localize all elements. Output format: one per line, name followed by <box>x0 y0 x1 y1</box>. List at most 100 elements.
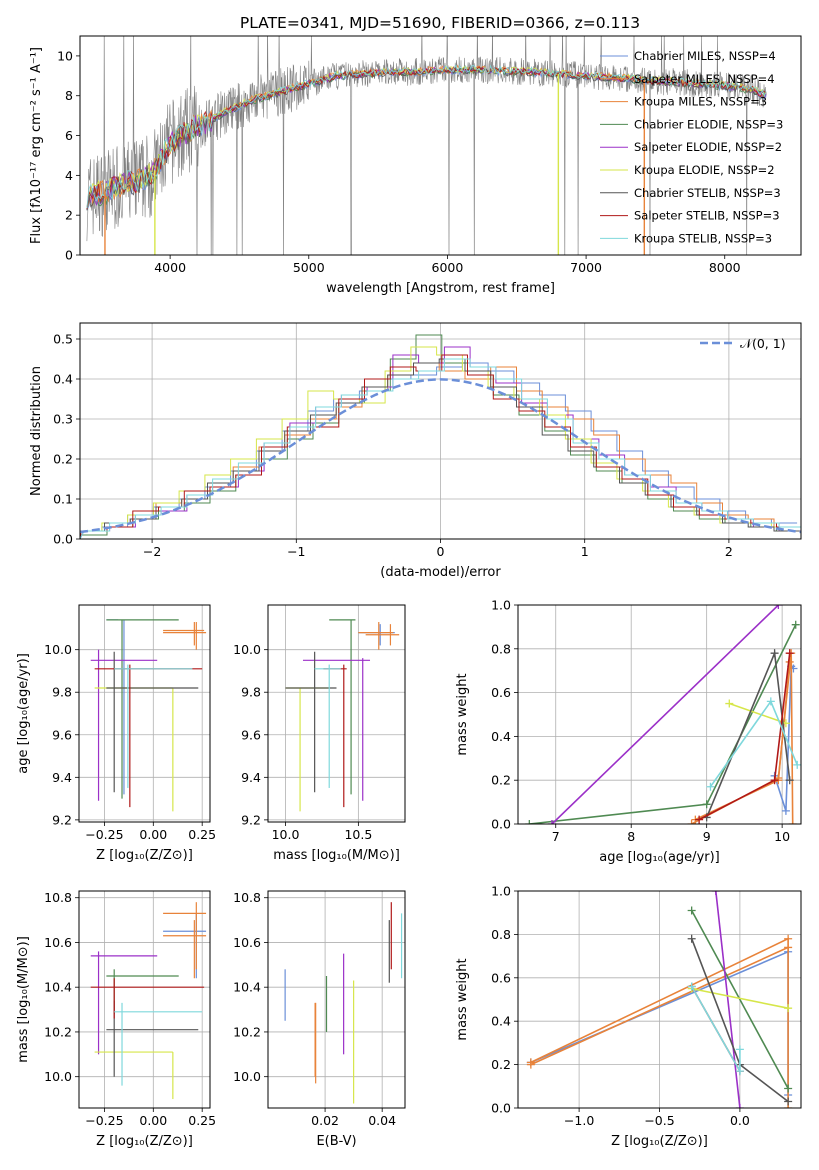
x-tick-label: 8 <box>627 829 635 844</box>
x-axis-label: (data-model)/error <box>380 565 501 580</box>
y-axis-label: mass [log₁₀(M/M⊙)] <box>16 936 31 1063</box>
x-tick-label: 8000 <box>709 260 741 275</box>
x-tick-label: 0.0 <box>730 1113 750 1128</box>
spectrum-panel: 4000 5000 6000 7000 8000 0 2 4 6 8 10 wavelength [A… <box>29 35 802 296</box>
mass-weight-marker <box>702 800 711 809</box>
age-vs-metallicity-panel: −0.25 0.00 0.25 9.2 9.4 9.6 9.8 10.0 Z [log₁₀(Z/… <box>16 604 216 863</box>
mass-weight-marker <box>770 776 779 785</box>
y-tick-label: 0.0 <box>491 1101 511 1116</box>
y-tick-label: 10.0 <box>44 642 72 657</box>
y-tick-label: 0.4 <box>53 372 73 387</box>
mass-weight-marker <box>547 820 556 824</box>
axes-frame <box>267 890 406 1109</box>
mass-weight-line <box>551 605 779 824</box>
y-tick-label: 1.0 <box>491 598 511 613</box>
axes-frame <box>79 322 802 540</box>
plot-area <box>80 334 801 539</box>
legend-label: Kroupa STELIB, NSSP=3 <box>634 231 772 245</box>
x-tick-label: 5000 <box>293 260 325 275</box>
mass-weight-line <box>773 664 795 812</box>
plot-area <box>525 605 801 824</box>
axes-frame <box>79 35 802 256</box>
mass-weight-marker <box>687 820 696 824</box>
mass-weight-marker <box>791 620 800 629</box>
x-axis-label: Z [log₁₀(Z/Z⊙)] <box>96 848 193 863</box>
y-tick-label: 10.8 <box>44 890 72 905</box>
y-tick-label: 9.4 <box>52 770 72 785</box>
mass-weight-marker <box>785 776 794 785</box>
y-tick-label: 1.0 <box>491 884 511 899</box>
y-tick-label: 0 <box>65 248 73 263</box>
plot-area <box>285 619 400 812</box>
gaussian-curve <box>80 378 801 534</box>
y-axis-label: Flux [fλ10⁻¹⁷ erg cm⁻² s⁻¹ A⁻¹] <box>29 47 44 244</box>
legend-label: Kroupa ELODIE, NSSP=2 <box>634 163 775 177</box>
mass-weight-marker <box>735 1067 744 1076</box>
massweight-vs-metallicity-panel: −1.0 −0.5 0.0 0.0 0.2 0.4 0.6 0.8 1.0 Z [log₁₀(Z/… <box>455 884 802 1149</box>
y-tick-label: 9.4 <box>241 770 261 785</box>
mass-weight-marker <box>785 649 794 658</box>
x-tick-label: 0.02 <box>311 1113 339 1128</box>
mass-weight-line <box>715 891 741 1108</box>
x-tick-label: 1 <box>581 544 589 559</box>
mass-weight-marker <box>784 943 793 952</box>
y-tick-label: 10.6 <box>233 935 261 950</box>
mass-weight-marker <box>770 649 779 658</box>
y-tick-label: 0.2 <box>491 773 511 788</box>
y-tick-label: 9.8 <box>52 685 72 700</box>
x-tick-label: 0.00 <box>139 1113 167 1128</box>
mass-weight-marker <box>784 1004 793 1013</box>
y-tick-label: 0.0 <box>53 532 73 547</box>
x-tick-label: 4000 <box>154 260 186 275</box>
y-tick-label: 0.6 <box>491 970 511 985</box>
y-tick-label: 9.6 <box>52 727 72 742</box>
axes-frame <box>517 890 802 1109</box>
plot-area <box>90 619 207 812</box>
histogram-step <box>80 358 801 539</box>
x-tick-label: −1.0 <box>564 1113 594 1128</box>
y-tick-label: 0.2 <box>491 1057 511 1072</box>
mass-weight-marker <box>711 891 720 895</box>
y-tick-label: 0.4 <box>491 1014 511 1029</box>
mass-weight-marker <box>793 760 801 769</box>
x-tick-label: 10.5 <box>344 827 372 842</box>
age-vs-mass-panel: 10.0 10.5 9.2 9.4 9.6 9.8 10.0 mass [log₁₀(M/M⊙… <box>233 604 406 863</box>
y-axis-label: Normed distribution <box>29 366 44 496</box>
figure-title: PLATE=0341, MJD=51690, FIBERID=0366, z=0… <box>240 14 640 32</box>
mass-weight-marker <box>687 934 696 943</box>
plot-area <box>86 36 767 255</box>
y-tick-label: 0.8 <box>491 641 511 656</box>
plot-area <box>284 902 403 1104</box>
x-tick-label: 0.25 <box>188 827 216 842</box>
mass-weight-line <box>691 987 789 1009</box>
y-tick-label: 10.0 <box>233 1069 261 1084</box>
residual-histogram-panel: −2 −1 0 1 2 0.0 0.1 0.2 0.3 0.4 0.5 (data-model)/er… <box>29 322 802 580</box>
x-axis-label: E(B-V) <box>316 1134 356 1149</box>
mass-weight-marker <box>687 982 696 991</box>
x-tick-label: 0 <box>437 544 445 559</box>
histogram-step <box>80 362 800 539</box>
mass-vs-ebv-panel: 0.02 0.04 10.0 10.2 10.4 10.6 10.8 E(B-V) <box>233 890 406 1149</box>
x-tick-label: 0.25 <box>188 1113 216 1128</box>
mass-weight-line <box>729 702 787 725</box>
y-tick-label: 2 <box>65 208 73 223</box>
y-tick-label: 10.8 <box>233 890 261 905</box>
x-tick-label: 9 <box>703 829 711 844</box>
x-tick-label: −0.25 <box>85 1113 123 1128</box>
x-axis-label: mass [log₁₀(M/M⊙)] <box>273 848 400 863</box>
mass-weight-marker <box>784 1097 793 1106</box>
x-axis-label: wavelength [Angstrom, rest frame] <box>326 281 555 296</box>
x-tick-label: −2 <box>143 544 161 559</box>
axes-frame <box>78 604 211 823</box>
legend-label: 𝒩(0, 1) <box>740 336 786 351</box>
x-tick-label: 7 <box>552 829 560 844</box>
x-tick-label: 7000 <box>570 260 602 275</box>
y-tick-label: 10.0 <box>44 1069 72 1084</box>
y-tick-label: 9.2 <box>241 812 261 827</box>
x-tick-label: 10 <box>774 829 790 844</box>
y-tick-label: 0.5 <box>53 332 73 347</box>
y-tick-label: 10.2 <box>44 1024 72 1039</box>
plot-area <box>526 891 793 1108</box>
mass-weight-marker <box>784 934 793 943</box>
